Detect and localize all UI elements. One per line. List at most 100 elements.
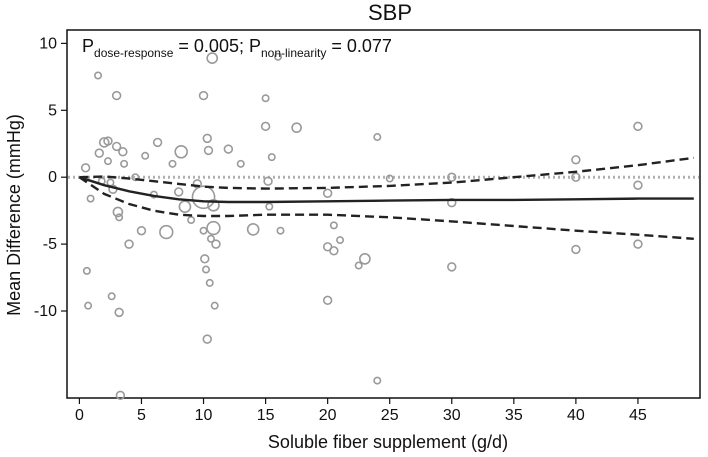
ci-curve <box>78 176 694 240</box>
study-point <box>336 236 345 245</box>
study-point <box>203 145 214 156</box>
study-point <box>115 390 126 401</box>
study-point <box>168 159 177 168</box>
x-tick-label: 15 <box>257 407 275 424</box>
plot-area: 0 5 10 15 20 25 30 35 40 45 10 5 0 -5 -10 <box>34 29 701 424</box>
p-values-annotation: Pdose-response = 0.005; Pnon-linearity =… <box>82 36 392 60</box>
study-point <box>273 52 282 61</box>
study-point <box>571 172 581 182</box>
y-tick-label: 5 <box>48 102 57 119</box>
study-point <box>263 176 273 186</box>
y-tick-label: -10 <box>34 303 57 320</box>
study-point <box>206 234 215 243</box>
study-point <box>447 262 457 272</box>
study-point <box>265 202 274 211</box>
study-point <box>173 187 184 197</box>
x-axis-title: Soluble fiber supplement (g/d) <box>268 432 508 452</box>
study-point <box>111 141 122 152</box>
study-point <box>112 206 124 218</box>
chart-title: SBP <box>368 0 412 25</box>
study-point <box>276 226 285 235</box>
study-point <box>223 144 234 154</box>
study-point <box>291 122 302 134</box>
x-tick-label: 0 <box>75 407 84 424</box>
p-non-linearity-value: = 0.077 <box>326 36 392 56</box>
study-point <box>202 265 211 274</box>
study-point <box>354 261 363 270</box>
study-point <box>200 254 210 264</box>
study-point <box>207 198 220 212</box>
x-axis-ticks: 0 5 10 15 20 25 30 35 40 45 <box>75 398 647 424</box>
study-point <box>94 148 104 158</box>
x-tick-label: 10 <box>195 407 213 424</box>
study-point <box>202 133 212 144</box>
study-point <box>199 226 208 235</box>
y-axis-ticks: 10 5 0 -5 -10 <box>34 35 67 320</box>
study-point <box>82 266 91 275</box>
study-point <box>174 144 188 159</box>
study-point <box>373 376 382 385</box>
dose-response-curves <box>78 156 694 240</box>
study-point <box>103 157 112 166</box>
study-point <box>373 133 382 142</box>
plot-frame <box>66 29 701 399</box>
study-point <box>359 252 371 265</box>
study-point <box>210 301 219 310</box>
x-tick-label: 5 <box>137 407 146 424</box>
study-point <box>114 307 124 318</box>
x-tick-label: 25 <box>381 407 399 424</box>
study-point <box>206 220 221 236</box>
y-tick-label: 10 <box>39 35 57 52</box>
study-point <box>94 71 103 80</box>
y-tick-label: -5 <box>43 236 57 253</box>
study-point <box>198 90 209 101</box>
study-point <box>86 194 95 203</box>
study-point <box>206 52 219 64</box>
y-tick-label: 0 <box>48 169 57 186</box>
study-point <box>322 188 333 198</box>
p-dose-response-subscript: dose-response <box>94 46 174 60</box>
y-axis-title: Mean Difference (mmHg) <box>4 114 24 316</box>
estimate-curve <box>79 176 694 204</box>
study-point <box>571 155 581 165</box>
study-point <box>246 223 260 236</box>
study-point <box>115 213 124 222</box>
study-point <box>107 292 116 301</box>
study-point <box>322 295 333 306</box>
study-point <box>633 121 643 132</box>
study-point <box>103 136 113 146</box>
study-point <box>211 239 221 249</box>
study-point <box>205 278 214 287</box>
ci-curve <box>79 156 694 190</box>
p-non-linearity-subscript: non-linearity <box>261 46 326 60</box>
p-non-linearity-symbol: P <box>249 36 261 56</box>
study-point <box>447 172 457 182</box>
x-tick-label: 20 <box>319 407 337 424</box>
p-dose-response-symbol: P <box>82 36 94 56</box>
study-point <box>260 121 271 132</box>
x-tick-label: 45 <box>629 407 647 424</box>
study-point <box>571 244 581 255</box>
study-points <box>80 52 643 401</box>
study-point <box>159 224 174 240</box>
study-point <box>191 185 216 210</box>
study-point <box>385 174 394 183</box>
study-point <box>202 334 212 344</box>
study-point <box>120 159 129 168</box>
x-tick-label: 30 <box>443 407 461 424</box>
study-point <box>329 221 338 230</box>
study-point <box>131 173 140 182</box>
x-tick-label: 35 <box>505 407 523 424</box>
study-point <box>236 159 245 168</box>
study-point <box>84 301 93 310</box>
study-point <box>187 216 196 225</box>
study-point <box>80 163 91 173</box>
study-point <box>136 226 147 236</box>
study-point <box>178 200 192 213</box>
study-point <box>152 137 163 148</box>
x-tick-label: 40 <box>567 407 585 424</box>
study-point <box>267 153 276 162</box>
study-point <box>261 94 270 103</box>
